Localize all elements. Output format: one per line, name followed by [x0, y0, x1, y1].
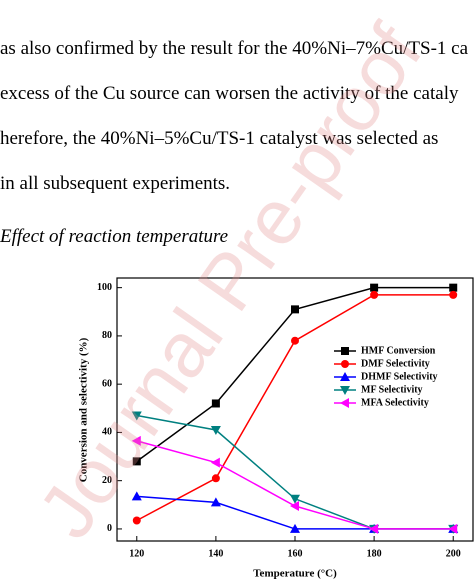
data-point	[210, 426, 221, 436]
x-axis-label: Temperature (°C)	[253, 568, 337, 580]
series-line	[136, 440, 454, 530]
legend-label: DHMF Selectivity	[361, 371, 438, 382]
data-point	[449, 290, 458, 299]
data-point	[210, 497, 221, 507]
text-line: in all subsequent experiments.	[0, 173, 231, 194]
x-tick-label: 160	[288, 548, 303, 559]
legend-label: MF Selectivity	[361, 384, 423, 395]
section-heading: Effect of reaction temperature	[0, 226, 229, 247]
legend-label: MFA Selectivity	[361, 397, 429, 408]
data-point	[131, 411, 142, 421]
legend-label: DMF Selectivity	[361, 358, 430, 369]
data-point	[290, 501, 299, 512]
y-tick-label: 60	[102, 378, 112, 389]
x-tick-label: 140	[208, 548, 223, 559]
data-point	[290, 494, 300, 504]
data-point	[132, 457, 141, 466]
legend-marker	[340, 372, 350, 381]
legend-marker	[341, 360, 349, 368]
data-point	[131, 435, 141, 446]
y-tick-label: 40	[102, 427, 112, 438]
data-point	[370, 290, 379, 299]
text-line: excess of the Cu source can worsen the a…	[0, 83, 459, 104]
y-tick-label: 100	[97, 282, 112, 293]
data-point	[369, 523, 379, 534]
data-point	[291, 336, 299, 345]
data-point	[211, 474, 220, 483]
data-point	[211, 399, 220, 408]
legend-marker	[340, 398, 349, 408]
data-point	[370, 283, 379, 292]
legend-label: HMF Conversion	[361, 345, 436, 356]
data-point	[449, 283, 458, 292]
data-point	[132, 516, 141, 525]
x-tick-label: 180	[367, 548, 382, 559]
y-axis-label: Conversion and selectivity (%)	[78, 337, 90, 482]
data-point	[291, 305, 299, 314]
y-tick-label: 80	[102, 330, 112, 341]
x-tick-label: 120	[129, 548, 144, 559]
x-tick-label: 200	[446, 548, 461, 559]
text-line: herefore, the 40%Ni–5%Cu/TS-1 catalyst w…	[0, 128, 439, 149]
y-tick-label: 0	[107, 523, 112, 534]
text-line: as also confirmed by the result for the …	[0, 38, 469, 59]
data-point	[448, 523, 458, 534]
data-point	[131, 491, 142, 501]
series-line	[136, 414, 454, 530]
data-point	[210, 457, 220, 468]
y-tick-label: 20	[102, 475, 112, 486]
legend-marker	[340, 386, 350, 395]
data-point	[290, 523, 300, 533]
legend-marker	[341, 347, 349, 355]
